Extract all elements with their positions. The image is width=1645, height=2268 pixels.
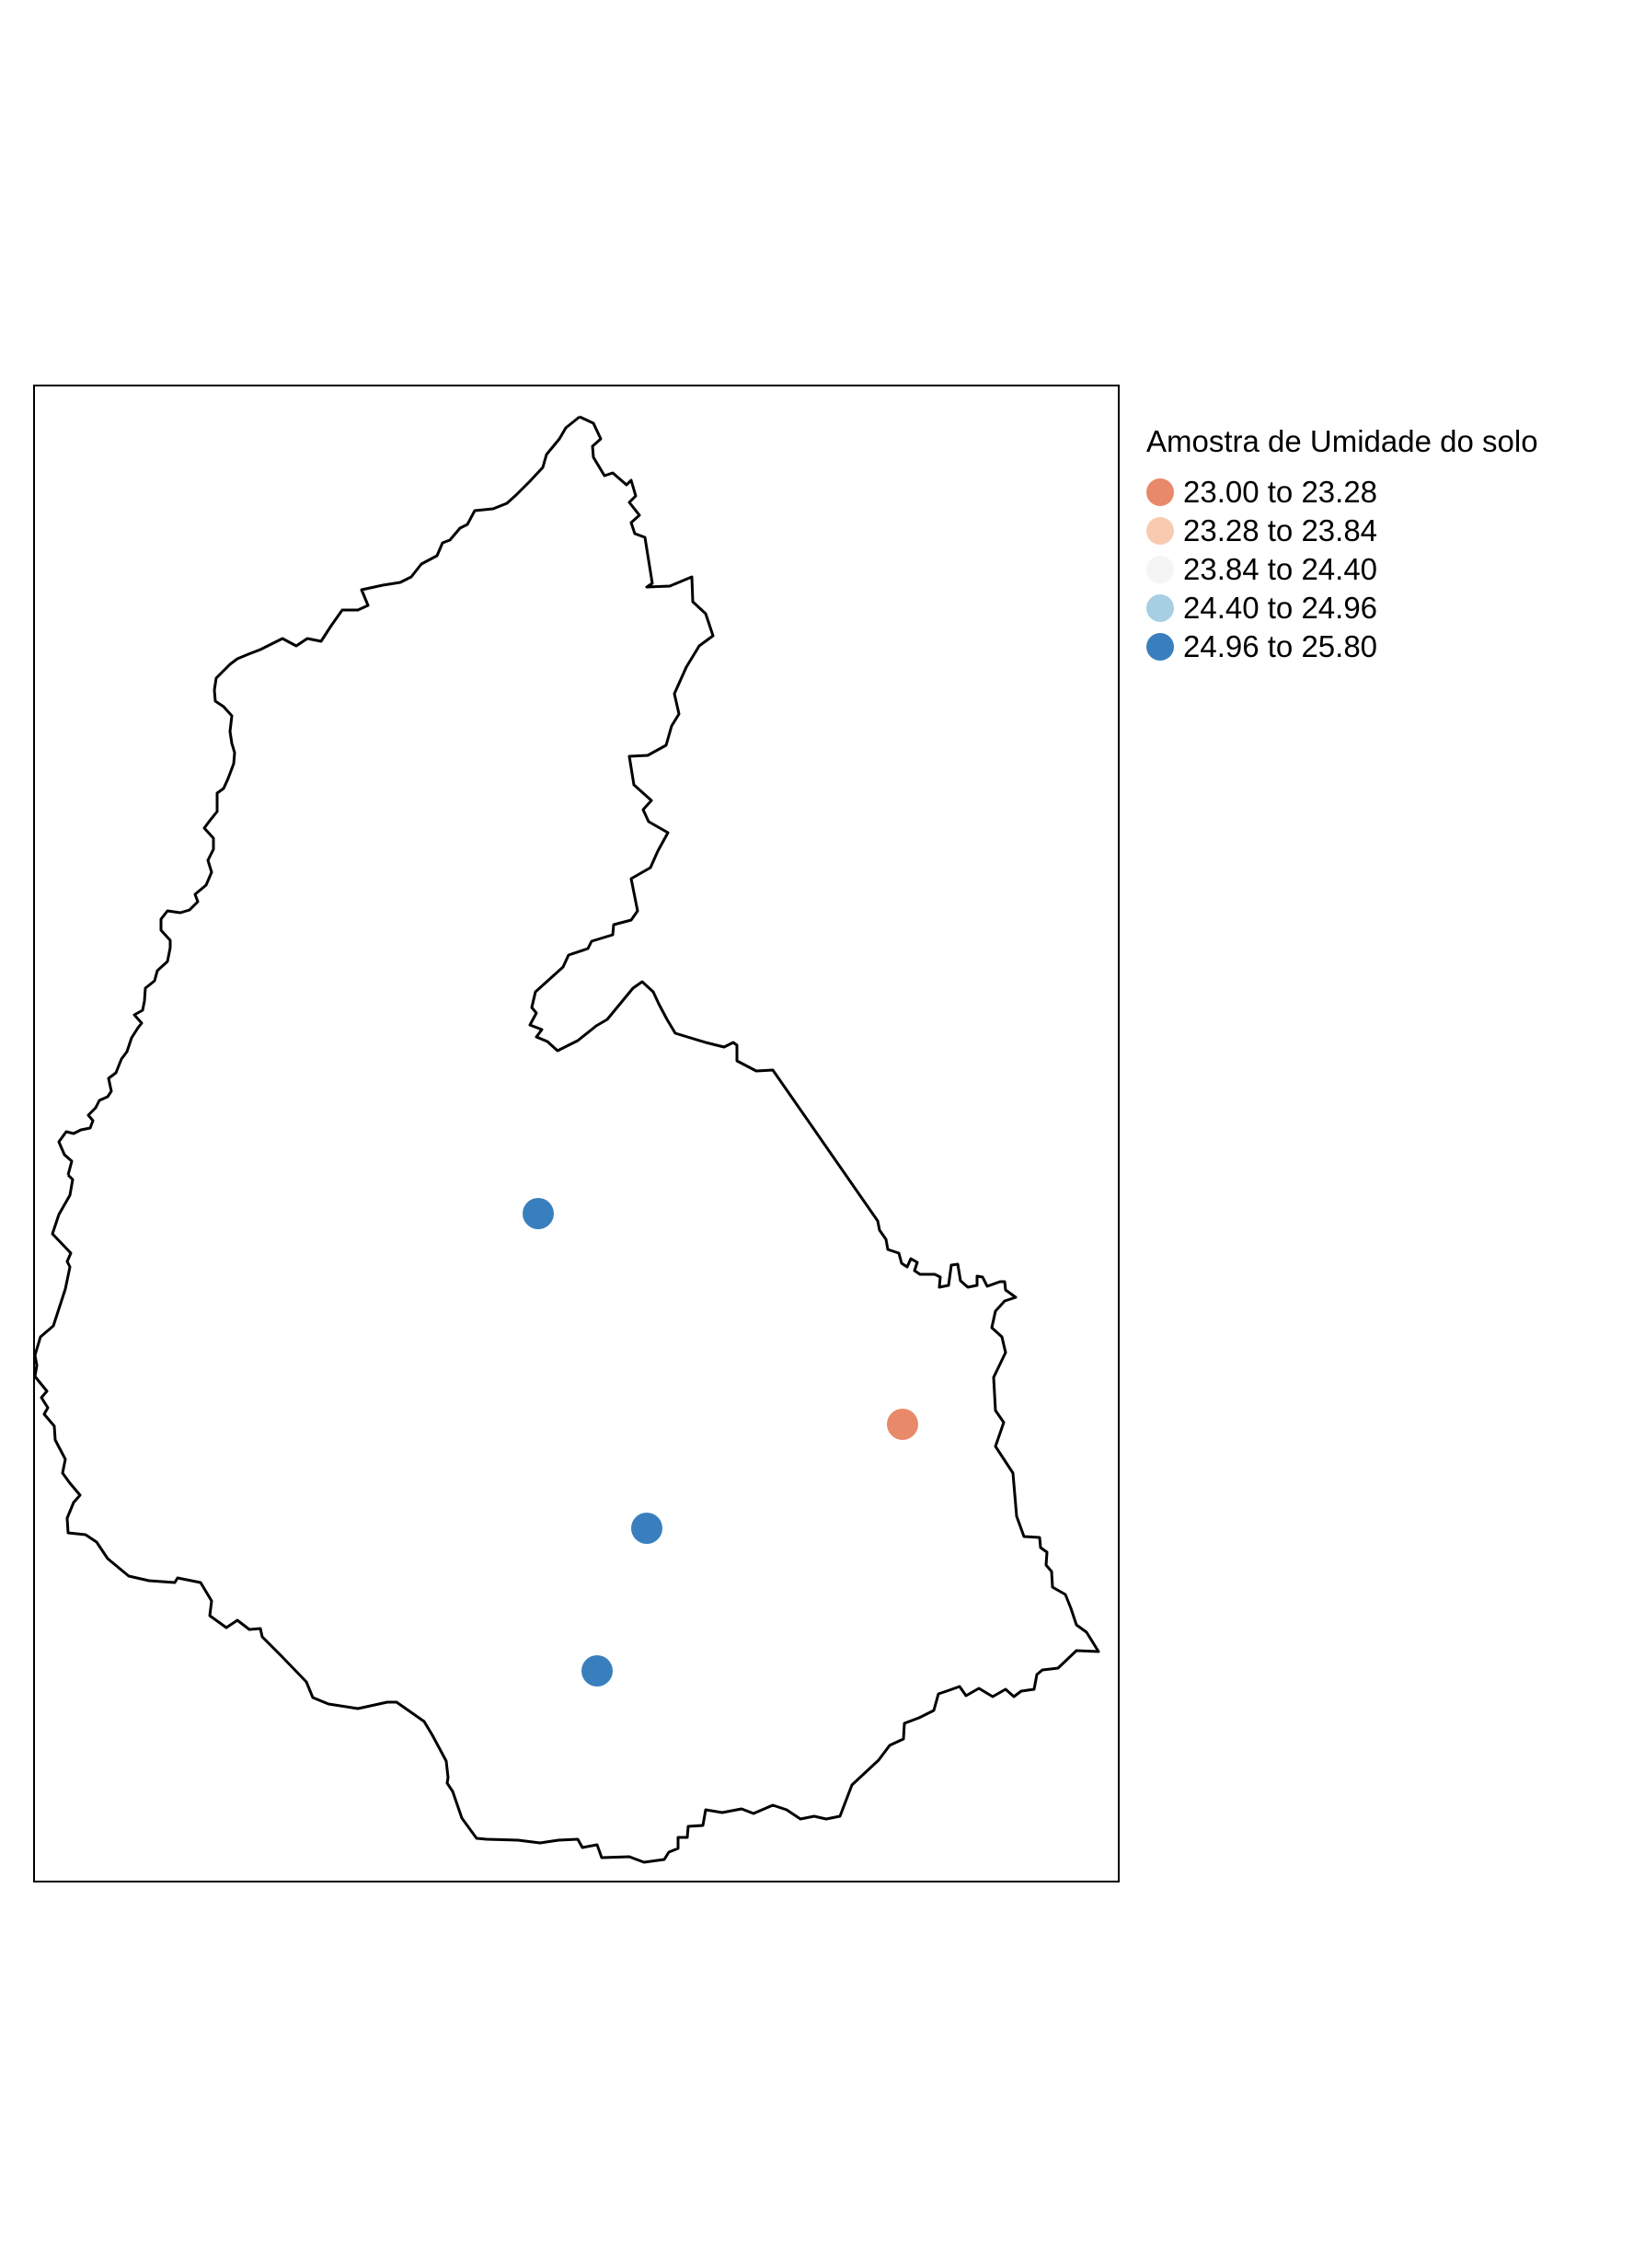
legend-item: 24.40 to 24.96 — [1146, 589, 1625, 627]
legend-item: 23.00 to 23.28 — [1146, 473, 1625, 512]
legend-item: 24.96 to 25.80 — [1146, 627, 1625, 666]
legend-item-label: 23.28 to 23.84 — [1183, 513, 1378, 547]
sample-point-south — [581, 1655, 613, 1687]
legend-item: 23.84 to 24.40 — [1146, 550, 1625, 589]
watershed-boundary-west-north — [57, 415, 581, 1176]
legend-title: Amostra de Umidade do solo — [1146, 424, 1538, 458]
legend-item-label: 24.40 to 24.96 — [1183, 591, 1378, 625]
legend-swatch-icon — [1146, 556, 1174, 583]
sample-point-center — [631, 1513, 662, 1544]
legend-swatch-icon — [1146, 517, 1174, 545]
legend-swatch-icon — [1146, 478, 1174, 506]
legend-swatch-icon — [1146, 633, 1174, 661]
legend-item-label: 23.84 to 24.40 — [1183, 552, 1378, 586]
sample-point-north — [523, 1198, 554, 1229]
watershed-boundary-east-south — [33, 415, 1100, 1864]
sample-point-east — [887, 1409, 918, 1440]
legend-items: 23.00 to 23.28 23.28 to 23.84 23.84 to 24.… — [1146, 473, 1625, 666]
legend: Amostra de Umidade do solo 23.00 to 23.2… — [1146, 421, 1625, 666]
legend-item-label: 24.96 to 25.80 — [1183, 629, 1378, 663]
legend-item: 23.28 to 23.84 — [1146, 512, 1625, 550]
map-frame-border — [33, 385, 1120, 1882]
legend-swatch-icon — [1146, 594, 1174, 622]
legend-item-label: 23.00 to 23.28 — [1183, 475, 1378, 509]
